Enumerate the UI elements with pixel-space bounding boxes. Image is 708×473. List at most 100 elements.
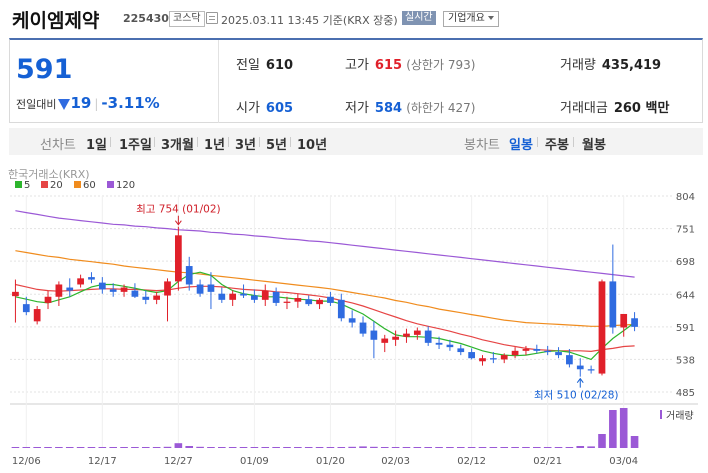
tab-monthly[interactable]: 월봉 <box>582 138 606 153</box>
legend-label: 5 <box>24 180 30 191</box>
candle-body <box>88 277 95 280</box>
company-info-dropdown[interactable]: 기업개요 <box>443 11 499 27</box>
candle-body <box>33 309 41 322</box>
current-price: 591 <box>16 54 73 85</box>
volume-bar <box>576 446 585 448</box>
tab-daily[interactable]: 일봉 <box>509 138 533 153</box>
low-value: 584 <box>374 101 403 116</box>
stock-code: 225430 <box>123 12 169 25</box>
tab-weekly[interactable]: 주봉 <box>545 138 569 153</box>
candle-body <box>98 282 106 290</box>
line-chart-label[interactable]: 선차트 <box>40 138 76 153</box>
x-tick-label: 12/06 <box>12 456 41 467</box>
price-chart[interactable]: 한국거래소(KRX) 5 20 60 120 804 751 698 644 591 538 48… <box>0 158 708 469</box>
candle-body <box>403 333 410 337</box>
candle-body <box>283 301 291 303</box>
volume-bar <box>33 447 41 448</box>
ma5-line <box>15 271 635 361</box>
candle-body <box>196 284 204 294</box>
legend-swatch <box>15 181 22 188</box>
tab-1d[interactable]: 1일 <box>86 138 108 153</box>
change-separator: | <box>94 97 99 111</box>
high-price: 고가 615 (상한가 793) <box>345 54 475 73</box>
volume-bar <box>456 447 465 448</box>
volume-bar <box>598 434 606 448</box>
candle-body <box>533 348 541 351</box>
volume-bar <box>174 443 183 448</box>
lower-limit: (하한가 427) <box>406 101 476 115</box>
candle-body <box>620 313 628 328</box>
tab-separator <box>573 137 574 147</box>
candle-body <box>392 336 399 340</box>
volume-bar <box>185 446 194 448</box>
volume-label: 거래량 <box>666 410 694 422</box>
volume-bar <box>163 446 172 448</box>
low-arrow-head <box>576 377 584 383</box>
volume-bar <box>446 447 454 448</box>
candle-body <box>446 344 454 348</box>
volume-bar <box>478 447 487 448</box>
y-tick-label: 591 <box>676 323 695 334</box>
candle-body <box>359 322 367 334</box>
candle-chart-label[interactable]: 봉차트 <box>464 138 500 153</box>
divider <box>218 40 219 123</box>
x-tick-label: 02/03 <box>381 456 410 467</box>
volume-bar <box>141 447 150 448</box>
candle-body <box>44 296 52 303</box>
moving-averages <box>15 210 635 361</box>
down-arrow-icon <box>58 99 71 110</box>
candle-body <box>631 318 638 327</box>
tab-5y[interactable]: 5년 <box>266 138 288 153</box>
candle-body <box>598 281 606 374</box>
volume-bar <box>370 446 378 448</box>
volume-bar <box>294 447 302 448</box>
volume-bar <box>587 446 595 448</box>
candle-body <box>468 352 476 359</box>
candle-body <box>251 295 258 300</box>
open-price: 시가 605 <box>236 97 293 116</box>
calendar-icon <box>206 12 218 24</box>
tab-1y[interactable]: 1년 <box>204 138 226 153</box>
tab-1w[interactable]: 1주일 <box>119 138 152 153</box>
legend-label: 120 <box>116 180 135 191</box>
candle-body <box>489 358 497 360</box>
change-label: 전일대비 <box>16 98 57 111</box>
grid-lines <box>10 195 672 448</box>
candle-body <box>218 293 226 300</box>
volume-bar <box>630 436 639 448</box>
candle-body <box>566 355 573 365</box>
tab-3y[interactable]: 3년 <box>235 138 257 153</box>
ma-legend: 5 20 60 120 <box>15 180 135 191</box>
low-annotation: 최저 510 (02/28) <box>534 390 619 402</box>
high-arrow-head <box>174 220 182 226</box>
candle-body <box>370 330 378 340</box>
x-tick-label: 02/12 <box>457 456 486 467</box>
volume-bar <box>522 447 530 448</box>
market-badge: 코스닥 <box>169 11 205 27</box>
candle-body <box>576 365 584 370</box>
volume-bar <box>424 447 432 448</box>
candles <box>12 226 638 377</box>
realtime-button[interactable]: 실시간 <box>402 11 436 25</box>
tab-separator <box>197 137 198 147</box>
candle-body <box>500 355 508 360</box>
volume-bar <box>44 447 52 448</box>
tab-3m[interactable]: 3개월 <box>161 138 194 153</box>
candle-body <box>66 287 74 291</box>
volume-bar <box>261 447 270 448</box>
volume-bar <box>543 447 552 448</box>
high-label: 고가 <box>345 58 369 73</box>
candlestick-chart[interactable]: 한국거래소(KRX) 5 20 60 120 804 751 698 644 591 538 48… <box>0 158 708 469</box>
volume-bar <box>109 447 117 448</box>
volume-bar <box>533 447 541 448</box>
legend-label: 20 <box>50 180 63 191</box>
candle-body <box>544 350 552 353</box>
price-change: 전일대비 19 | -3.11% <box>16 94 160 112</box>
volume-value: 435,419 <box>601 58 662 73</box>
candle-body <box>305 299 313 305</box>
candle-body <box>77 278 84 285</box>
tab-separator <box>259 137 260 147</box>
tab-10y[interactable]: 10년 <box>297 138 328 153</box>
candle-body <box>240 293 247 296</box>
y-tick-label: 644 <box>676 290 695 301</box>
